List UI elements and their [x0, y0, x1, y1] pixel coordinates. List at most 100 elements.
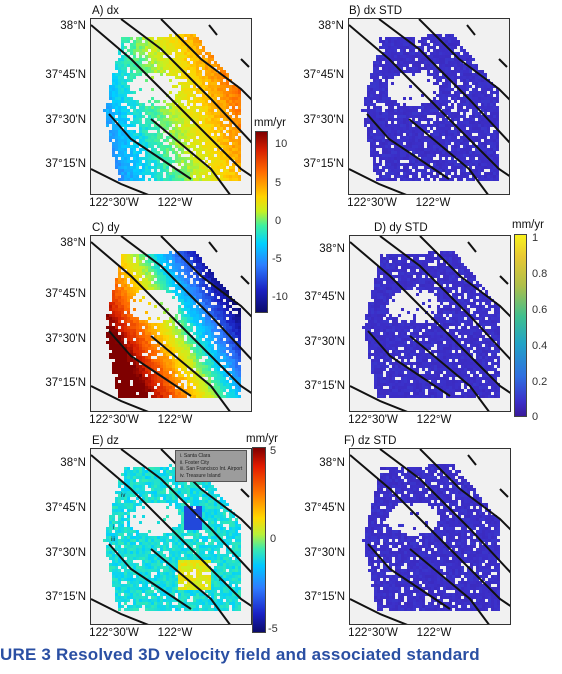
panel-title-e: E) dz — [92, 435, 119, 447]
fault-segment — [240, 58, 250, 68]
ytick-d-2: 37°45'N — [304, 291, 345, 303]
ytick-e-1: 38°N — [60, 457, 86, 469]
ytick-f-4: 37°15'N — [304, 591, 345, 603]
xtick-c-2: 122°W — [157, 414, 193, 426]
fault-line — [379, 449, 510, 574]
fault-segment — [467, 241, 477, 253]
fault-line — [91, 385, 149, 411]
xtick-f-2: 122°W — [416, 627, 452, 639]
fault-line — [418, 19, 509, 101]
ytick-a-2: 37°45'N — [45, 69, 86, 81]
fault-line — [409, 548, 490, 624]
fault-line — [160, 19, 251, 101]
ytick-b-4: 37°15'N — [303, 158, 344, 170]
colorbar-std-tick-6: 0 — [532, 411, 539, 423]
fault-line — [419, 236, 510, 318]
fault-line — [366, 113, 450, 180]
fault-lines — [91, 449, 251, 624]
map-c-svg — [91, 236, 251, 411]
ytick-f-3: 37°30'N — [304, 547, 345, 559]
panel-title-c: C) dy — [92, 222, 120, 234]
colorbar-horizontal-tick-3: 0 — [275, 215, 282, 227]
fault-lines — [91, 19, 251, 194]
map-a-svg — [91, 19, 251, 194]
map-b-svg — [349, 19, 509, 194]
colorbar-std-gradient — [514, 234, 527, 417]
fault-segment — [467, 454, 477, 466]
fault-segment — [499, 275, 509, 285]
xtick-b-2: 122°W — [415, 197, 451, 209]
ytick-a-1: 38°N — [60, 20, 86, 32]
ytick-c-1: 38°N — [60, 237, 86, 249]
fault-line — [150, 335, 231, 411]
colorbar-std-tick-1: 1 — [532, 232, 539, 244]
colorbar-horizontal-tick-5: -10 — [272, 291, 288, 303]
panel-title-a: A) dx — [92, 5, 119, 17]
ytick-f-1: 38°N — [319, 457, 345, 469]
ytick-d-1: 38°N — [319, 243, 345, 255]
colorbar-horizontal-tick-4: -5 — [272, 253, 282, 265]
ytick-b-3: 37°30'N — [303, 114, 344, 126]
fault-line — [120, 19, 251, 144]
fault-line — [150, 118, 231, 194]
fault-line — [379, 236, 510, 361]
ytick-e-3: 37°30'N — [45, 547, 86, 559]
panel-title-d: D) dy STD — [374, 222, 428, 234]
site-legend: i. Santa Clara ii. Foster City iii. San … — [175, 450, 247, 482]
xtick-f-1: 122°30'W — [348, 627, 398, 639]
ytick-b-1: 38°N — [318, 20, 344, 32]
ytick-c-4: 37°15'N — [45, 377, 86, 389]
colorbar-horizontal-tick-1: 10 — [275, 138, 288, 150]
colorbar-vertical-gradient — [252, 447, 266, 633]
fault-line — [91, 241, 251, 394]
fault-segment — [240, 488, 250, 498]
fault-line — [350, 241, 510, 394]
fault-lines — [349, 19, 509, 194]
fault-line — [378, 19, 509, 144]
site-marker-label: iv — [121, 493, 125, 499]
colorbar-horizontal-gradient — [255, 131, 268, 313]
xtick-a-1: 122°30'W — [89, 197, 139, 209]
xtick-e-1: 122°30'W — [89, 627, 139, 639]
legend-item-3: iii. San Francisco Int. Airport — [180, 466, 243, 472]
legend-item-2: ii. Foster City — [180, 459, 210, 466]
xtick-c-1: 122°30'W — [89, 414, 139, 426]
panel-title-b: B) dx STD — [349, 5, 403, 17]
fault-lines — [91, 236, 251, 411]
ytick-c-2: 37°45'N — [45, 288, 86, 300]
colorbar-std-tick-5: 0.2 — [532, 376, 548, 388]
fault-line — [108, 330, 192, 397]
map-c — [90, 235, 252, 412]
site-marker-label: ii — [219, 577, 222, 583]
fault-line — [367, 543, 451, 610]
fault-line — [349, 168, 407, 194]
colorbar-vertical-tick-2: 0 — [270, 533, 277, 545]
map-d — [349, 235, 511, 412]
colorbar-std-tick-3: 0.6 — [532, 304, 548, 316]
xtick-a-2: 122°W — [157, 197, 193, 209]
fault-line — [350, 385, 408, 411]
figure-caption: URE 3 Resolved 3D velocity field and ass… — [0, 645, 480, 664]
fault-lines — [350, 236, 510, 411]
ytick-b-2: 37°45'N — [303, 69, 344, 81]
fault-line — [349, 24, 509, 177]
map-f-svg — [350, 449, 510, 624]
legend-item-1: i. Santa Clara — [180, 453, 211, 459]
fault-line — [91, 168, 149, 194]
ytick-a-3: 37°30'N — [45, 114, 86, 126]
fault-segment — [208, 24, 218, 36]
fault-segment — [466, 24, 476, 36]
fault-line — [409, 335, 490, 411]
fault-lines — [350, 449, 510, 624]
colorbar-std-tick-2: 0.8 — [532, 268, 548, 280]
fault-segment — [240, 275, 250, 285]
fault-line — [91, 454, 251, 607]
xtick-e-2: 122°W — [157, 627, 193, 639]
fault-line — [91, 598, 149, 624]
site-marker-label: iii — [111, 537, 115, 543]
map-d-svg — [350, 236, 510, 411]
fault-line — [350, 454, 510, 607]
map-f — [349, 448, 511, 625]
panel-title-f: F) dz STD — [344, 435, 397, 447]
fault-line — [367, 330, 451, 397]
